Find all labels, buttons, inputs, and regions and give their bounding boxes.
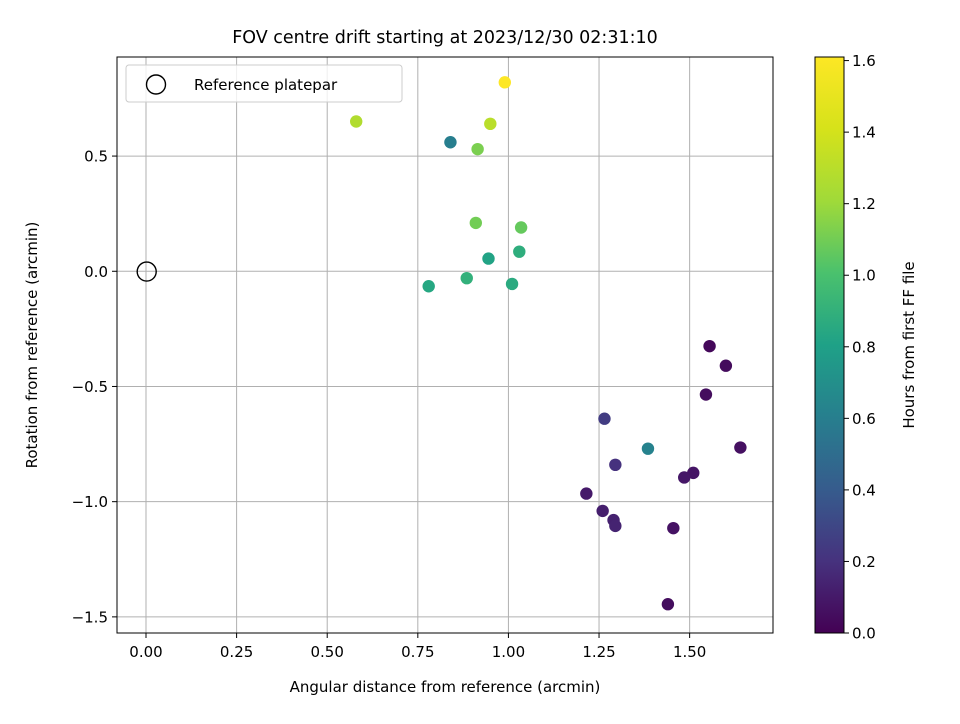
x-tick-label: 0.00	[129, 643, 162, 661]
y-tick-label: 0.5	[84, 148, 108, 166]
data-point	[460, 271, 473, 285]
colorbar-tick-label: 1.0	[852, 267, 876, 285]
colorbar-tick-label: 1.4	[852, 124, 876, 142]
data-point	[609, 458, 622, 472]
colorbar-tick-label: 0.2	[852, 553, 876, 571]
plot-frame	[116, 56, 774, 634]
colorbar: 0.0 0.2 0.4 0.6 0.8 1.0 1.2 1.4 1.6 Hours from f…	[814, 52, 918, 643]
x-tick-label: 1.25	[582, 643, 615, 661]
reference-platepar-marker	[136, 261, 157, 282]
chart-title: FOV centre drift starting at 2023/12/30 …	[232, 28, 658, 48]
y-axis-label: Rotation from reference (arcmin)	[23, 222, 41, 469]
x-tick-label: 0.50	[311, 643, 344, 661]
data-point	[350, 115, 363, 128]
data-points	[350, 76, 747, 611]
y-tick-label: 0.0	[84, 263, 108, 281]
x-tick-label: 1.50	[673, 643, 706, 661]
data-point	[469, 216, 483, 230]
y-tick-label: −1.0	[72, 493, 108, 511]
data-point	[661, 598, 675, 611]
gridlines	[117, 57, 773, 633]
data-point	[734, 441, 747, 454]
legend-box	[125, 64, 403, 103]
data-point	[422, 280, 435, 293]
x-axis-ticks: 0.00 0.25 0.50 0.75 1.00 1.25 1.50	[129, 633, 706, 661]
y-tick-label: −1.5	[72, 608, 108, 626]
data-point	[703, 339, 716, 353]
data-point	[667, 521, 680, 535]
data-point	[482, 252, 495, 265]
y-axis-ticks: −1.5 −1.0 −0.5 0.0 0.5	[72, 148, 117, 626]
colorbar-tick-label: 0.6	[852, 410, 876, 428]
colorbar-tick-label: 1.6	[852, 52, 876, 70]
data-point	[514, 221, 528, 234]
data-point	[484, 117, 497, 131]
data-point	[598, 412, 611, 425]
legend-reference-marker	[145, 74, 167, 95]
data-point	[719, 359, 733, 372]
data-point	[513, 245, 526, 258]
colorbar-label: Hours from first FF file	[900, 261, 918, 428]
data-point	[498, 76, 512, 89]
colorbar-ticks: 0.0 0.2 0.4 0.6 0.8 1.0 1.2 1.4 1.6	[844, 52, 876, 643]
legend-reference-label: Reference platepar	[194, 76, 338, 94]
x-tick-label: 1.00	[492, 643, 525, 661]
colorbar-tick-label: 0.8	[852, 338, 876, 356]
data-point	[471, 142, 484, 156]
colorbar-tick-label: 1.2	[852, 195, 876, 213]
data-point	[444, 136, 457, 149]
data-point	[580, 487, 593, 500]
colorbar-tick-label: 0.4	[852, 481, 876, 499]
x-tick-label: 0.25	[220, 643, 253, 661]
data-point	[596, 504, 609, 518]
data-point	[505, 277, 519, 291]
colorbar-tick-label: 0.0	[852, 625, 876, 643]
data-point	[699, 388, 713, 401]
x-axis-label: Angular distance from reference (arcmin)	[290, 678, 601, 696]
data-point	[609, 519, 622, 533]
x-tick-label: 0.75	[401, 643, 434, 661]
y-tick-label: −0.5	[72, 378, 108, 396]
data-point	[678, 471, 691, 484]
data-point	[641, 442, 655, 455]
colorbar-gradient	[814, 56, 845, 634]
legend: Reference platepar	[125, 64, 403, 103]
